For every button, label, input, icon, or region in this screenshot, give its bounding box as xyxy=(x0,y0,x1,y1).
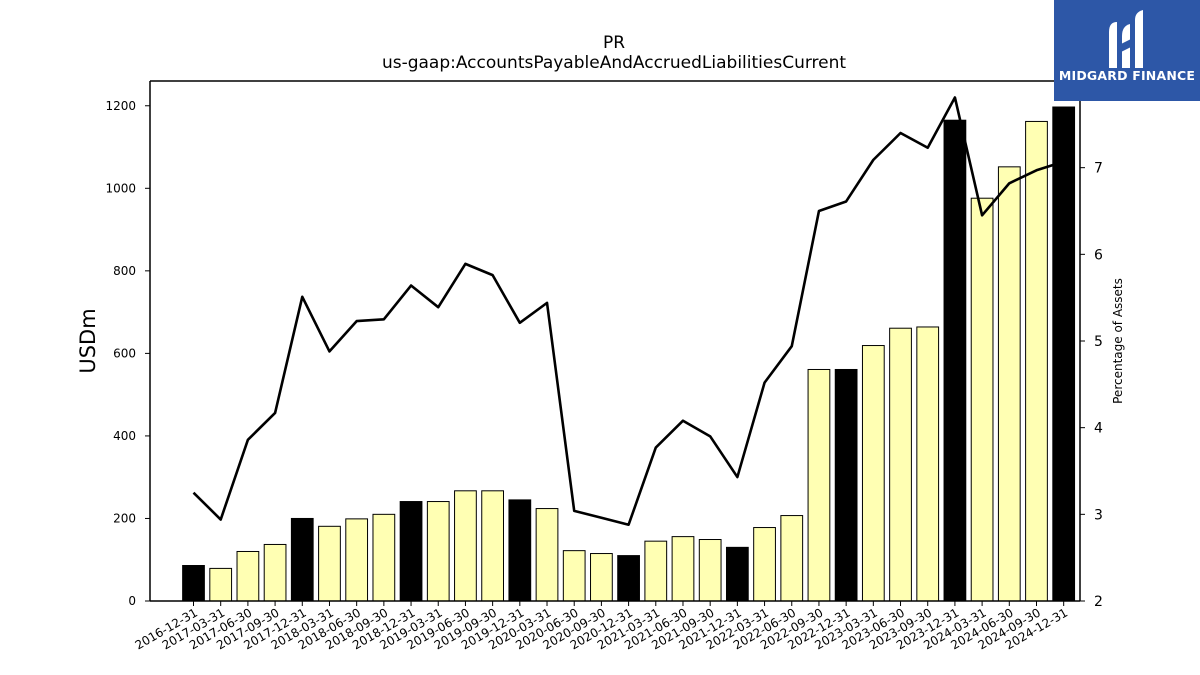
bar-2024-09-30 xyxy=(1025,120,1048,602)
bar-2023-03-31 xyxy=(861,345,885,602)
y-left-tick-label: 1000 xyxy=(105,181,136,195)
y-left-tick-label: 0 xyxy=(128,594,136,608)
bar-2024-12-31 xyxy=(1052,106,1076,602)
chart-subtitle: us-gaap:AccountsPayableAndAccruedLiabili… xyxy=(382,53,846,73)
bar-2019-03-31 xyxy=(426,501,450,602)
y-left-tick-label: 600 xyxy=(113,346,136,360)
bar-2020-12-31 xyxy=(617,555,640,602)
bar-2020-09-30 xyxy=(590,553,613,602)
bar-2019-09-30 xyxy=(481,490,504,602)
bar-2020-06-30 xyxy=(562,550,586,602)
bar-2021-03-31 xyxy=(644,540,668,602)
midgard-finance-logo: MIDGARD FINANCE xyxy=(1054,0,1200,101)
bar-2023-12-31 xyxy=(943,119,967,602)
bar-2021-12-31 xyxy=(725,546,749,602)
bar-2023-06-30 xyxy=(889,327,912,602)
bar-2018-12-31 xyxy=(399,501,423,602)
bar-2024-06-30 xyxy=(997,166,1021,602)
bar-2018-03-31 xyxy=(318,525,341,602)
logo-text: MIDGARD FINANCE xyxy=(1058,68,1196,83)
bars-layer xyxy=(182,106,1076,602)
y-right-tick-label: 7 xyxy=(1094,161,1103,177)
bar-2019-06-30 xyxy=(454,490,477,602)
line-layer xyxy=(192,96,1065,527)
bar-2018-06-30 xyxy=(345,518,369,602)
bar-2017-12-31 xyxy=(290,517,314,602)
bar-2021-09-30 xyxy=(698,539,722,602)
bar-2024-03-31 xyxy=(970,197,994,602)
bar-2022-06-30 xyxy=(780,515,804,602)
bar-2022-03-31 xyxy=(753,527,776,602)
chart-title: PR xyxy=(603,33,625,53)
y-left-tick-label: 800 xyxy=(113,264,136,278)
y-right-tick-label: 6 xyxy=(1094,247,1103,263)
bar-2020-03-31 xyxy=(535,508,559,602)
bar-2017-03-31 xyxy=(209,567,233,602)
bar-2022-09-30 xyxy=(807,368,831,602)
bar-2018-09-30 xyxy=(372,513,396,602)
bar-2017-06-30 xyxy=(236,550,260,602)
y-axis-label-left: USDm xyxy=(76,308,100,373)
line-series-percentage-of-assets xyxy=(192,96,1065,527)
bar-2019-12-31 xyxy=(508,499,532,602)
y-right-tick-label: 3 xyxy=(1094,507,1103,523)
bar-2022-12-31 xyxy=(834,368,858,602)
y-left-tick-label: 200 xyxy=(113,511,136,525)
y-left-tick-label: 400 xyxy=(113,429,136,443)
bar-2017-09-30 xyxy=(263,543,287,602)
bar-2023-09-30 xyxy=(916,326,940,602)
logo-mark-icon xyxy=(1109,10,1143,68)
bar-2016-12-31 xyxy=(182,565,205,602)
y-right-tick-label: 2 xyxy=(1094,594,1103,610)
y-axis-label-right: Percentage of Assets xyxy=(1111,278,1125,404)
bar-2021-06-30 xyxy=(671,536,695,602)
y-right-tick-label: 5 xyxy=(1094,334,1103,350)
y-right-tick-label: 4 xyxy=(1094,421,1103,437)
y-left-tick-label: 1200 xyxy=(105,99,136,113)
